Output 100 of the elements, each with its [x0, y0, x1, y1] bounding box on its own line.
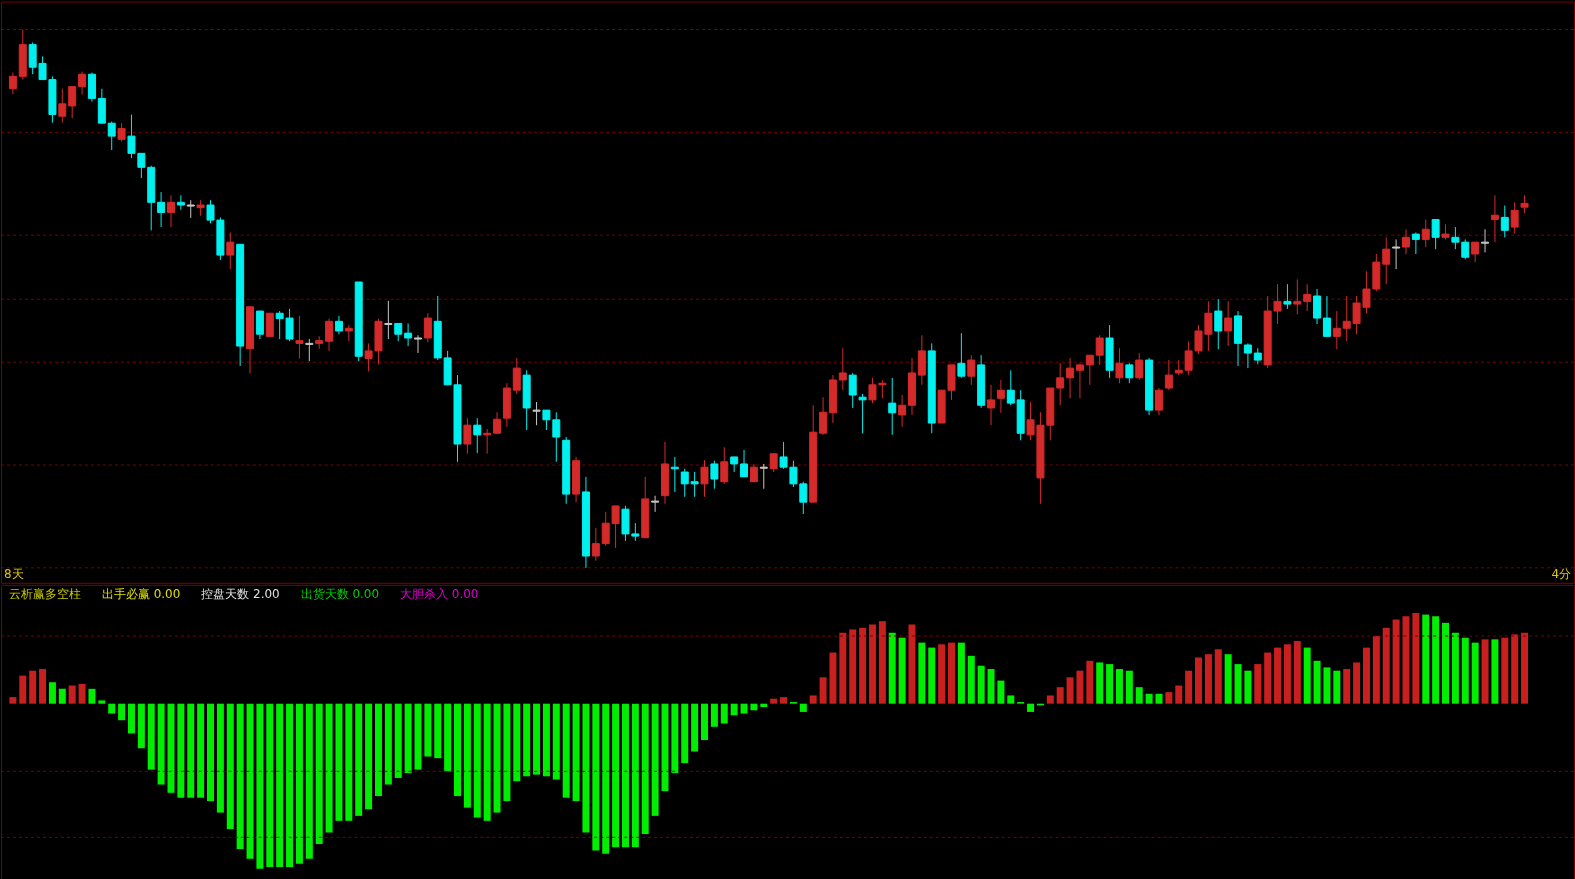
bar [799, 703, 807, 712]
bar [9, 697, 17, 704]
bar [1471, 642, 1479, 704]
candlestick [166, 194, 175, 228]
bar [809, 695, 817, 704]
bar [612, 703, 620, 848]
annotation: 8天 [3, 566, 24, 581]
bar [1234, 664, 1242, 704]
bar [849, 629, 857, 704]
bar [1353, 662, 1361, 704]
bar [957, 642, 965, 704]
bar [48, 682, 56, 704]
candlestick [255, 310, 264, 340]
text: 控盘天数 2.00 [201, 586, 280, 601]
bar [1343, 669, 1351, 704]
bar [760, 703, 768, 707]
bar [1086, 660, 1094, 704]
candlestick [1006, 369, 1015, 406]
candlestick [700, 459, 709, 498]
candlestick [1066, 357, 1075, 399]
candlestick [838, 347, 847, 391]
bar [621, 703, 629, 848]
bar [1313, 660, 1321, 704]
bar [98, 700, 106, 704]
bar [127, 703, 135, 734]
bar [582, 703, 590, 833]
bar [908, 624, 916, 704]
text: 出手必赢 0.00 [101, 586, 181, 601]
bar [1422, 614, 1430, 704]
bar [1046, 695, 1054, 704]
bar [365, 703, 373, 810]
bar [938, 644, 946, 704]
bar [1283, 644, 1291, 704]
bar [108, 703, 116, 714]
bar [770, 698, 778, 704]
bar [286, 703, 294, 868]
candlestick [1481, 228, 1490, 253]
bar [1135, 687, 1143, 704]
bar [1145, 693, 1153, 704]
bar [533, 703, 541, 775]
candlestick [473, 417, 482, 454]
candlestick [898, 394, 907, 428]
bar [1412, 612, 1420, 704]
candlestick [265, 312, 274, 337]
candlestick [1283, 283, 1292, 310]
bar [888, 632, 896, 704]
bar [167, 703, 175, 793]
bar [1402, 616, 1410, 704]
bar [1501, 637, 1509, 704]
bar [147, 703, 155, 770]
candlestick [1125, 362, 1134, 384]
candlestick [1392, 238, 1401, 270]
bar [1303, 647, 1311, 704]
candlestick [1075, 362, 1084, 399]
bar [572, 703, 580, 802]
candlestick [591, 527, 600, 562]
candlestick [1085, 354, 1094, 386]
bar [197, 703, 205, 798]
candlestick [78, 71, 87, 96]
candlestick [1471, 241, 1480, 263]
candlestick [305, 338, 314, 362]
bar [473, 703, 481, 818]
bar [928, 647, 936, 704]
bar [1185, 670, 1193, 704]
text: 出货天数 0.00 [300, 586, 380, 601]
bar [1056, 687, 1064, 704]
candlestick [423, 312, 432, 343]
candlestick [710, 460, 719, 490]
bar [454, 703, 461, 797]
bar [246, 703, 254, 859]
bar [137, 703, 145, 749]
bar [839, 632, 847, 704]
candlestick [512, 357, 521, 395]
bar [1362, 647, 1370, 704]
bar [740, 703, 748, 714]
bar [444, 703, 452, 772]
bar [434, 703, 442, 759]
bar [552, 703, 560, 780]
bar [305, 703, 313, 859]
candlestick [1154, 387, 1163, 416]
candlestick [295, 315, 304, 359]
bar [523, 703, 531, 777]
bar [187, 703, 195, 798]
bar [1214, 649, 1222, 704]
bar [1392, 619, 1400, 704]
bar [898, 637, 906, 704]
bar [404, 703, 412, 773]
bar [355, 703, 363, 816]
bar [819, 677, 827, 704]
candlestick [740, 449, 749, 478]
candlestick [1214, 298, 1223, 350]
bar [1165, 692, 1173, 704]
text: 大胆杀入 0.00 [399, 586, 479, 601]
bar [276, 703, 284, 868]
candlestick [532, 401, 541, 426]
bar [1293, 641, 1301, 704]
bar [691, 703, 699, 752]
bar [207, 703, 214, 802]
bar [859, 627, 867, 704]
bar [1115, 669, 1123, 704]
